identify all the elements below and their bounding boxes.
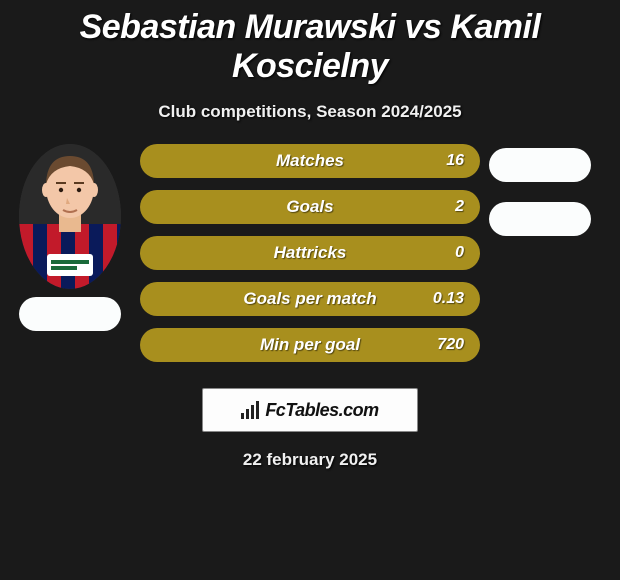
- stat-value: 0.13: [433, 282, 464, 316]
- stat-value: 0: [455, 236, 464, 270]
- player-right-name-pill-1: [489, 148, 591, 182]
- stat-value: 16: [446, 144, 464, 178]
- date-text: 22 february 2025: [0, 450, 620, 470]
- stat-label: Goals: [286, 197, 333, 217]
- stat-bar-goals: Goals 2: [140, 190, 480, 224]
- logo-box: FcTables.com: [202, 388, 418, 432]
- stat-label: Matches: [276, 151, 344, 171]
- stat-bar-goals-per-match: Goals per match 0.13: [140, 282, 480, 316]
- stat-label: Goals per match: [243, 289, 376, 309]
- bars-icon: [241, 401, 259, 419]
- stat-bar-hattricks: Hattricks 0: [140, 236, 480, 270]
- stat-value: 2: [455, 190, 464, 224]
- stats-bars: Matches 16 Goals 2 Hattricks 0 Goals per…: [140, 144, 480, 362]
- player-right: [480, 144, 600, 236]
- player-left-name-pill: [19, 297, 121, 331]
- stat-bar-min-per-goal: Min per goal 720: [140, 328, 480, 362]
- subtitle: Club competitions, Season 2024/2025: [0, 102, 620, 122]
- player-left: [10, 144, 130, 331]
- player-left-avatar: [19, 144, 121, 289]
- player-right-name-pill-2: [489, 202, 591, 236]
- avatar-illustration: [19, 144, 121, 289]
- logo-text: FcTables.com: [265, 400, 378, 421]
- stat-bar-matches: Matches 16: [140, 144, 480, 178]
- stat-label: Min per goal: [260, 335, 360, 355]
- comparison-content: Matches 16 Goals 2 Hattricks 0 Goals per…: [0, 144, 620, 374]
- page-title: Sebastian Murawski vs Kamil Koscielny: [0, 0, 620, 86]
- stat-value: 720: [437, 328, 464, 362]
- stat-label: Hattricks: [274, 243, 347, 263]
